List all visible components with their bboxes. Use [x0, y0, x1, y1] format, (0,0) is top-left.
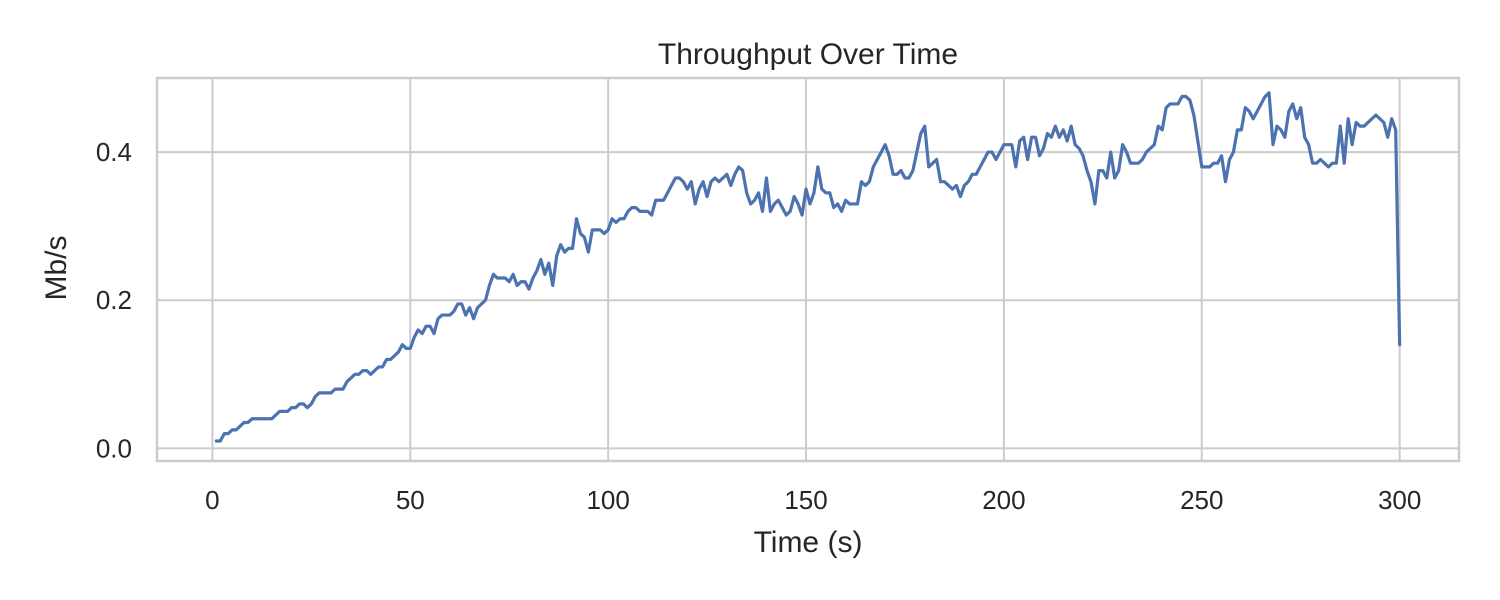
x-tick-label: 50	[396, 485, 425, 515]
x-tick-label: 0	[205, 485, 219, 515]
x-tick-label: 250	[1180, 485, 1223, 515]
x-tick-label: 150	[784, 485, 827, 515]
chart-title: Throughput Over Time	[658, 38, 958, 71]
y-axis-ticks: 0.0 0.2 0.4	[96, 137, 132, 463]
y-axis-label: Mb/s	[40, 235, 73, 300]
x-tick-label: 100	[586, 485, 629, 515]
x-axis-ticks: 0 50 100 150 200 250 300	[205, 485, 1421, 515]
y-tick-label: 0.2	[96, 285, 132, 315]
throughput-series-line	[214, 91, 1402, 443]
y-tick-label: 0.0	[96, 433, 132, 463]
x-tick-label: 300	[1378, 485, 1421, 515]
series-layer	[214, 91, 1402, 443]
x-tick-label: 200	[982, 485, 1025, 515]
x-axis-label: Time (s)	[754, 526, 863, 559]
y-tick-label: 0.4	[96, 137, 132, 167]
grid	[157, 78, 1459, 461]
plot-area	[155, 76, 1461, 463]
